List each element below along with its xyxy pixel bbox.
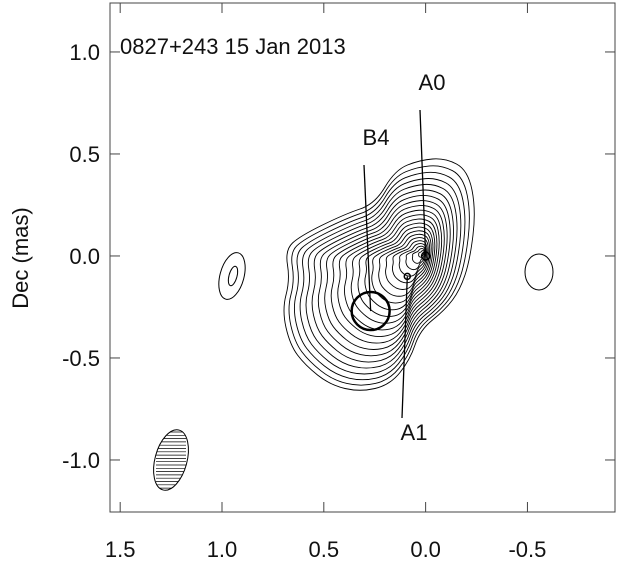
component-label: A1: [401, 420, 428, 445]
x-tick-label: -0.5: [508, 537, 546, 562]
contour-line: [398, 243, 427, 277]
contour-line: [293, 171, 466, 381]
contour-line: [305, 183, 458, 369]
contour-line: [364, 226, 434, 311]
contour-line: [391, 240, 428, 284]
contour-line: [317, 194, 451, 357]
contours: [283, 158, 475, 391]
contour-line: [411, 248, 425, 264]
x-tick-label: 1.5: [105, 537, 136, 562]
annotation: 0827+243 15 Jan 2013: [120, 34, 346, 59]
y-tick-label: -0.5: [62, 346, 100, 371]
contour-line: [218, 252, 246, 300]
component: [350, 290, 391, 332]
contour-line: [378, 233, 431, 297]
y-tick-label: 0.5: [69, 142, 100, 167]
contour-line: [524, 253, 554, 291]
component-label: A0: [419, 70, 446, 95]
contour-line: [288, 165, 470, 386]
contour-line: [299, 178, 462, 375]
plot-frame: [109, 2, 616, 513]
contour-line: [311, 189, 454, 363]
contour-line: [350, 218, 438, 324]
y-tick-label: -1.0: [62, 448, 100, 473]
leader-line: [363, 164, 372, 312]
x-tick-label: 0.0: [410, 537, 441, 562]
contour-line: [283, 158, 475, 391]
component-label: B4: [363, 125, 390, 150]
contour-line: [418, 250, 425, 258]
contour-line: [343, 214, 440, 331]
contour-line: [385, 237, 429, 290]
leader-line: [401, 276, 408, 419]
y-axis-label: Dec (mas): [8, 207, 33, 308]
contour-line: [357, 222, 436, 318]
x-tick-label: 0.5: [309, 537, 340, 562]
x-tick-label: 1.0: [207, 537, 238, 562]
contour-line: [324, 200, 448, 350]
y-tick-label: 1.0: [69, 40, 100, 65]
contour-line: [227, 265, 239, 287]
contour-line: [330, 205, 445, 344]
leader-line: [419, 109, 427, 256]
y-tick-label: 0.0: [69, 244, 100, 269]
contour-line: [337, 209, 443, 337]
beam: [153, 429, 189, 491]
